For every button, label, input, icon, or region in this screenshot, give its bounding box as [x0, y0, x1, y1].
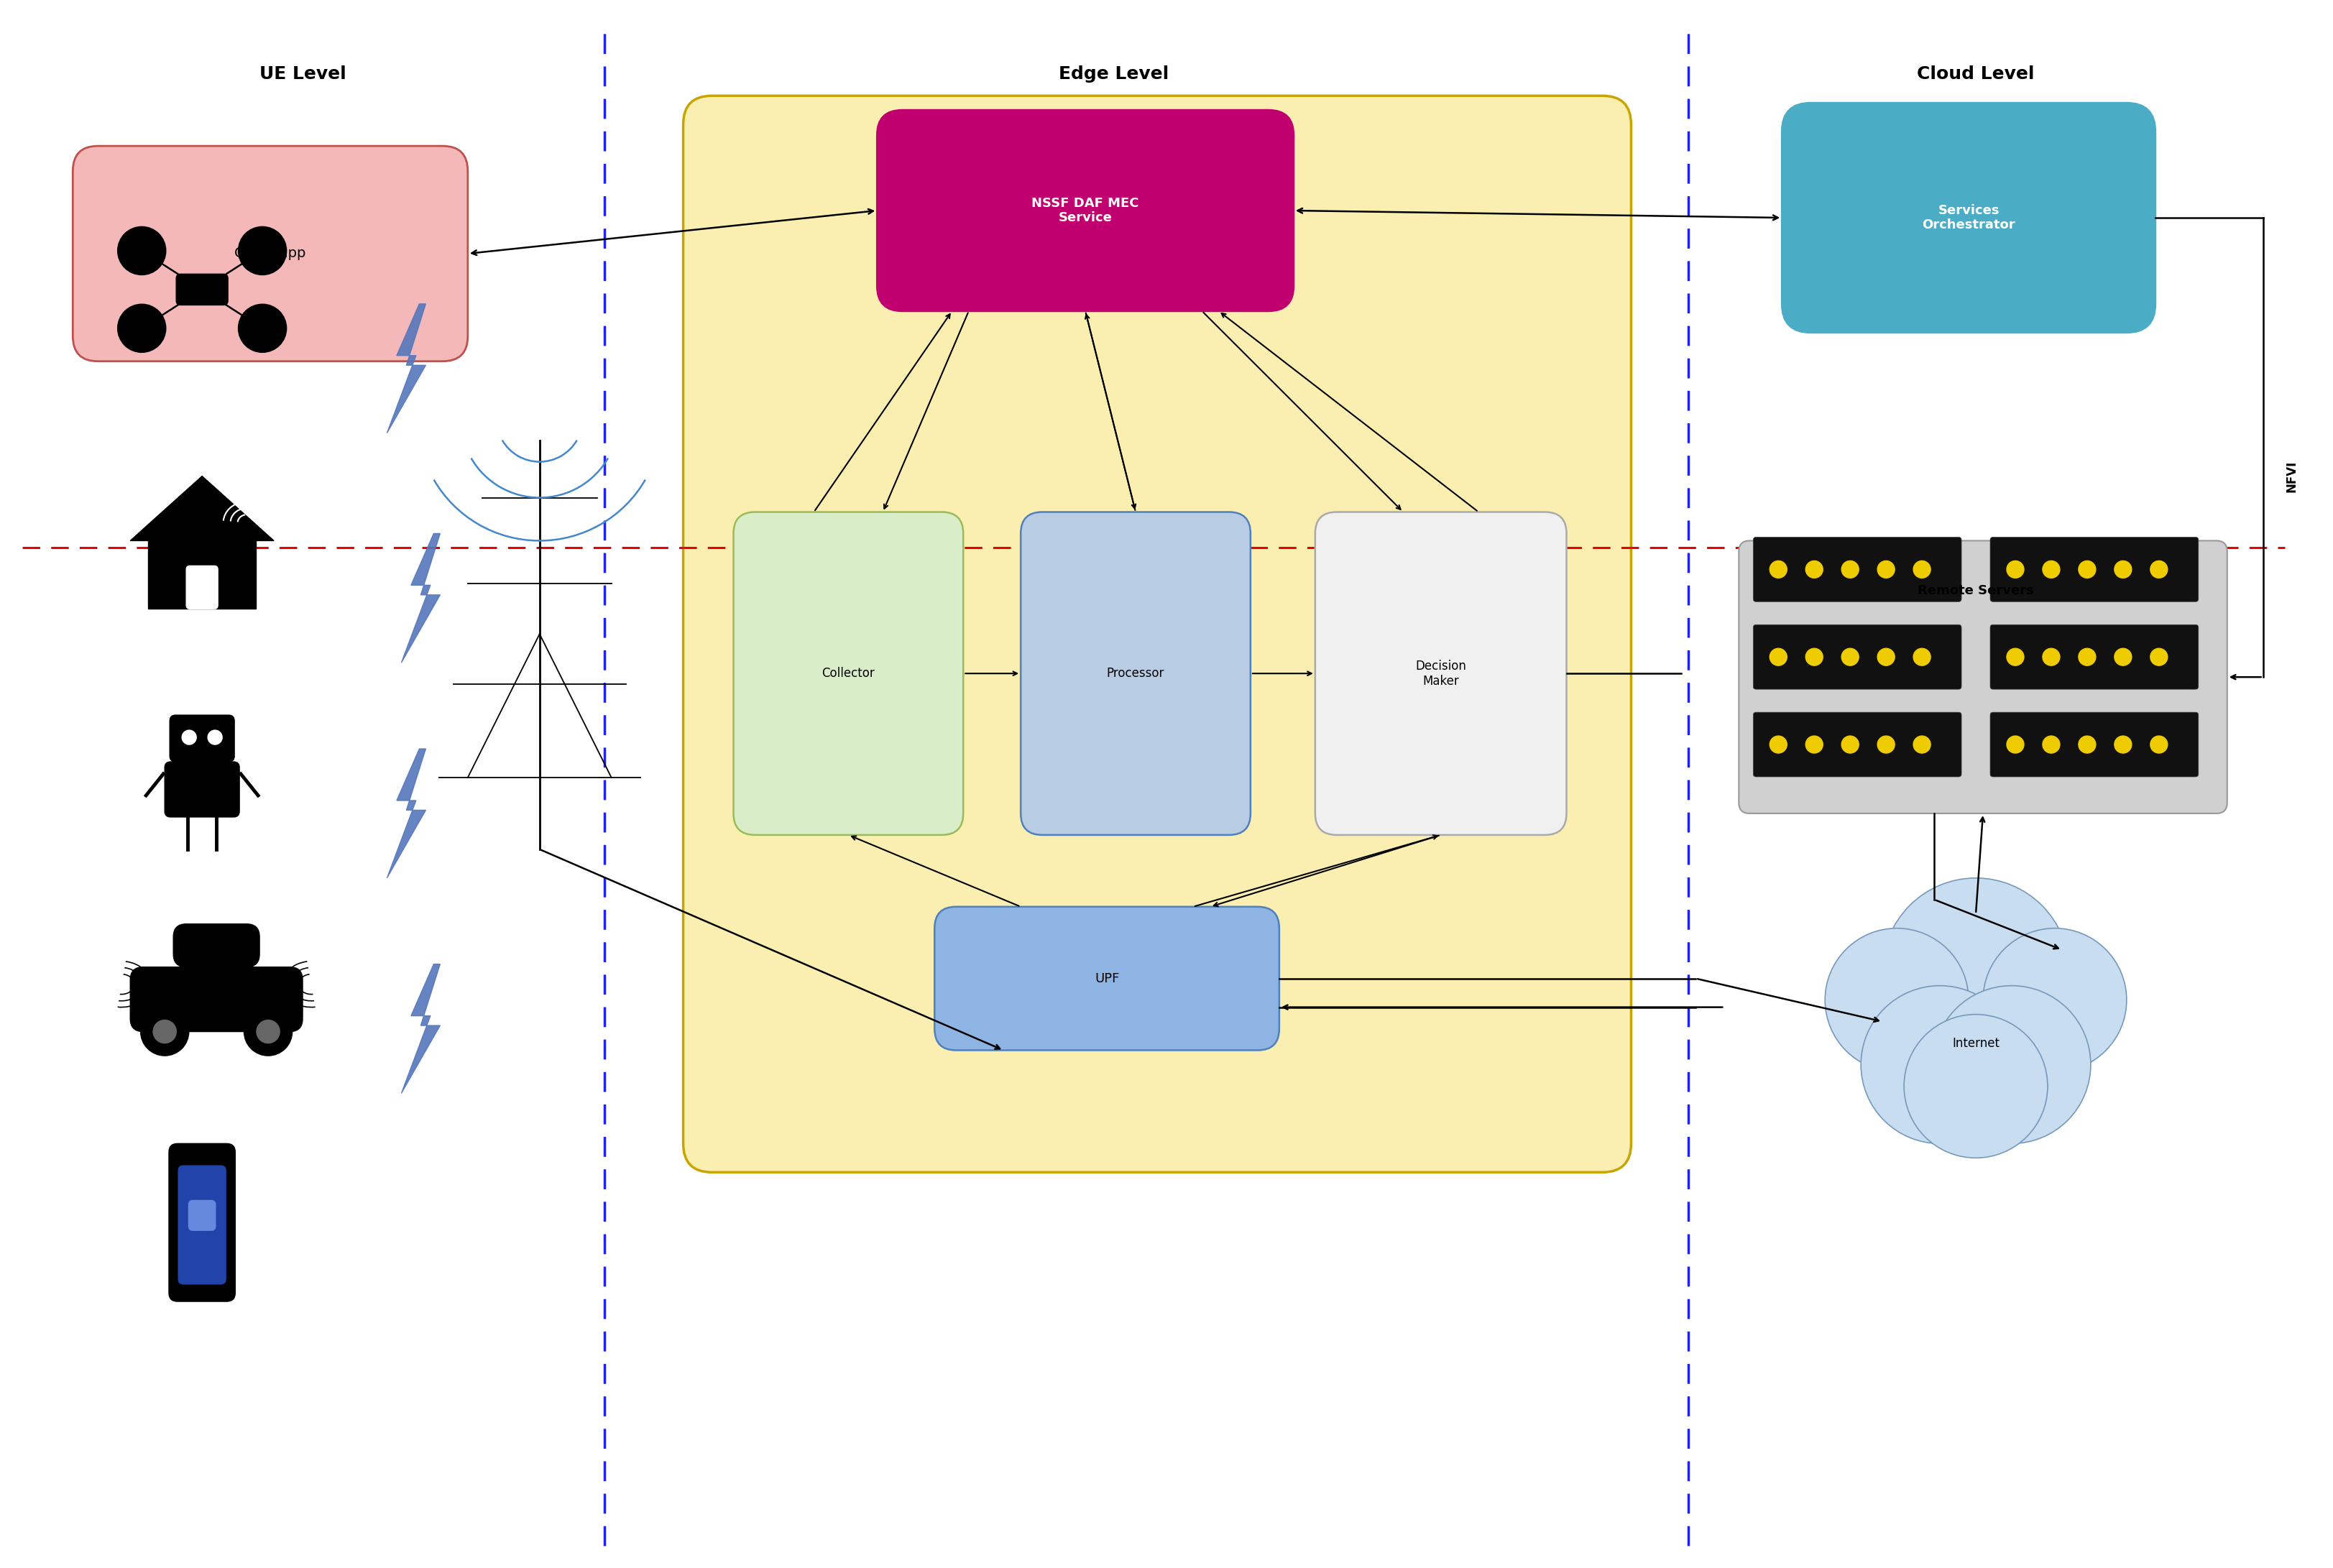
Circle shape — [2079, 648, 2095, 665]
Polygon shape — [401, 533, 441, 663]
Circle shape — [2044, 735, 2060, 753]
Circle shape — [2151, 648, 2167, 665]
Circle shape — [1806, 735, 1822, 753]
FancyBboxPatch shape — [877, 110, 1292, 310]
Circle shape — [140, 1008, 189, 1055]
FancyBboxPatch shape — [733, 513, 964, 834]
FancyBboxPatch shape — [1990, 624, 2198, 690]
Circle shape — [1913, 735, 1932, 753]
Polygon shape — [387, 304, 425, 433]
Circle shape — [2044, 561, 2060, 579]
FancyBboxPatch shape — [177, 1165, 226, 1284]
Circle shape — [2114, 648, 2132, 665]
Circle shape — [182, 731, 196, 745]
Circle shape — [2006, 561, 2025, 579]
Circle shape — [1904, 1014, 2048, 1157]
FancyBboxPatch shape — [72, 146, 469, 361]
Circle shape — [1824, 928, 1969, 1073]
Circle shape — [1878, 561, 1894, 579]
FancyBboxPatch shape — [168, 1143, 236, 1301]
FancyBboxPatch shape — [1990, 538, 2198, 602]
Text: Services
Orchestrator: Services Orchestrator — [1922, 204, 2016, 232]
FancyBboxPatch shape — [936, 906, 1278, 1051]
Text: Remote Servers: Remote Servers — [1918, 585, 2034, 597]
FancyBboxPatch shape — [1752, 712, 1962, 776]
Circle shape — [2006, 648, 2025, 665]
Circle shape — [1862, 986, 2018, 1143]
Circle shape — [1806, 648, 1822, 665]
Text: UPF: UPF — [1094, 972, 1120, 985]
FancyBboxPatch shape — [1990, 712, 2198, 776]
Circle shape — [2006, 735, 2025, 753]
Polygon shape — [387, 750, 425, 878]
Text: Edge Level: Edge Level — [1059, 66, 1169, 83]
Circle shape — [1913, 561, 1932, 579]
Circle shape — [1806, 561, 1822, 579]
Text: UE Level: UE Level — [259, 66, 345, 83]
FancyBboxPatch shape — [131, 967, 303, 1032]
FancyBboxPatch shape — [170, 715, 233, 762]
Circle shape — [238, 304, 287, 353]
Circle shape — [1841, 735, 1859, 753]
Text: Decision
Maker: Decision Maker — [1416, 660, 1465, 687]
Text: Processor: Processor — [1106, 666, 1164, 681]
Circle shape — [238, 227, 287, 274]
Circle shape — [2044, 648, 2060, 665]
Circle shape — [245, 1008, 292, 1055]
Circle shape — [2114, 735, 2132, 753]
FancyBboxPatch shape — [1738, 541, 2228, 814]
FancyBboxPatch shape — [187, 566, 217, 608]
Text: Internet: Internet — [1953, 1036, 1999, 1049]
FancyBboxPatch shape — [1752, 538, 1962, 602]
Circle shape — [1913, 648, 1932, 665]
Circle shape — [2079, 561, 2095, 579]
Circle shape — [1878, 648, 1894, 665]
FancyBboxPatch shape — [173, 924, 259, 967]
Circle shape — [152, 1019, 177, 1044]
FancyBboxPatch shape — [1316, 513, 1565, 834]
Circle shape — [2151, 735, 2167, 753]
Circle shape — [257, 1019, 280, 1044]
Text: Collector: Collector — [821, 666, 875, 681]
Circle shape — [1841, 561, 1859, 579]
Circle shape — [1771, 561, 1787, 579]
Polygon shape — [131, 477, 273, 541]
Text: Cloud Level: Cloud Level — [1918, 66, 2034, 83]
FancyBboxPatch shape — [1782, 103, 2156, 332]
FancyBboxPatch shape — [1022, 513, 1250, 834]
Circle shape — [1878, 735, 1894, 753]
Circle shape — [2114, 561, 2132, 579]
Text: Client app: Client app — [236, 246, 306, 260]
Circle shape — [2079, 735, 2095, 753]
FancyBboxPatch shape — [189, 1201, 215, 1231]
FancyBboxPatch shape — [177, 274, 229, 306]
Circle shape — [1841, 648, 1859, 665]
FancyBboxPatch shape — [166, 762, 240, 817]
Circle shape — [117, 304, 166, 353]
Circle shape — [2151, 561, 2167, 579]
Circle shape — [208, 731, 222, 745]
Polygon shape — [401, 964, 441, 1093]
Circle shape — [117, 227, 166, 274]
FancyBboxPatch shape — [149, 541, 257, 608]
Circle shape — [1983, 928, 2128, 1073]
FancyBboxPatch shape — [1752, 624, 1962, 690]
Circle shape — [1771, 735, 1787, 753]
FancyBboxPatch shape — [684, 96, 1631, 1173]
Circle shape — [1932, 986, 2090, 1143]
Circle shape — [1771, 648, 1787, 665]
Text: NFVI: NFVI — [2286, 461, 2298, 492]
Circle shape — [1883, 878, 2069, 1065]
Text: NSSF DAF MEC
Service: NSSF DAF MEC Service — [1031, 196, 1139, 224]
